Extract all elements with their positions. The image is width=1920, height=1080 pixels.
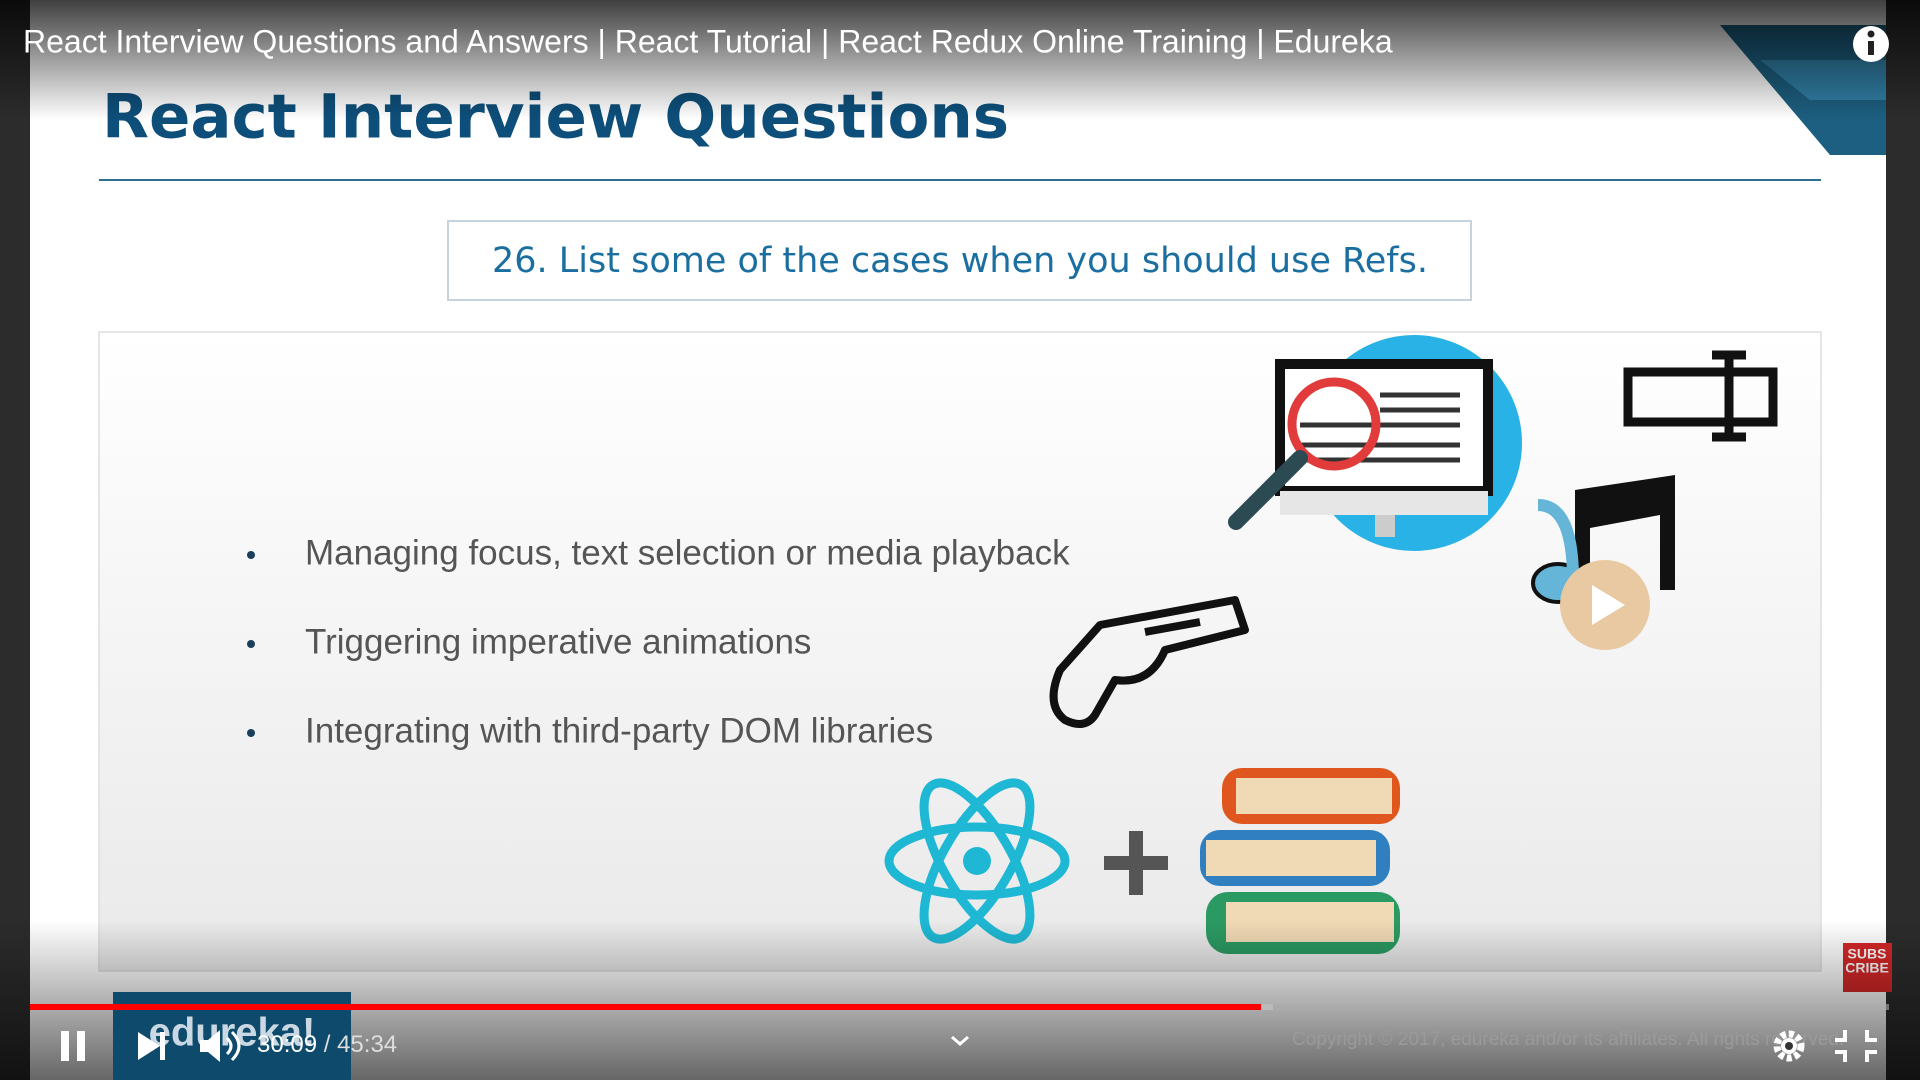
question-text: 26. List some of the cases when you shou… [492,241,1428,281]
music-icon [1531,475,1675,650]
duration: 45:34 [337,1031,397,1058]
copyright: Copyright © 2017, edureka and/or its aff… [1292,1029,1844,1050]
question-box [447,220,1472,301]
pause-button[interactable] [61,1031,85,1061]
bullet-text: Managing focus, text selection or media … [305,533,1070,572]
bullet-dot [247,640,255,648]
current-time: 30:09 [257,1031,317,1058]
bullet-list: Managing focus, text selection or media … [247,533,1070,750]
bullet-dot [247,729,255,737]
bullet-dot [247,551,255,559]
plus-sign [1104,831,1168,895]
magnifier-handle [1228,450,1308,530]
next-button[interactable] [138,1032,165,1060]
bullet-text: Triggering imperative animations [305,622,811,661]
text-cursor-icon [1623,350,1778,442]
monitor-stand [1375,515,1395,537]
chapters-toggle[interactable] [951,1035,969,1046]
top-shade [0,0,1920,120]
monitor-base [1280,491,1488,515]
bullet-text: Integrating with third-party DOM librari… [305,711,933,750]
exit-fullscreen-button[interactable] [1835,1030,1877,1062]
code-lines [1300,392,1460,463]
settings-button[interactable] [1773,1030,1805,1062]
video-title[interactable]: React Interview Questions and Answers | … [23,23,1393,59]
time-separator: / [324,1031,331,1058]
volume-button[interactable] [200,1030,241,1062]
magnifier [1287,377,1381,471]
time-display: 30:09 / 45:34 [257,1031,397,1058]
content-panel [98,331,1822,972]
progress-bar[interactable] [30,1004,1261,1010]
gun-icon [1049,596,1249,728]
info-button[interactable] [1853,26,1889,62]
